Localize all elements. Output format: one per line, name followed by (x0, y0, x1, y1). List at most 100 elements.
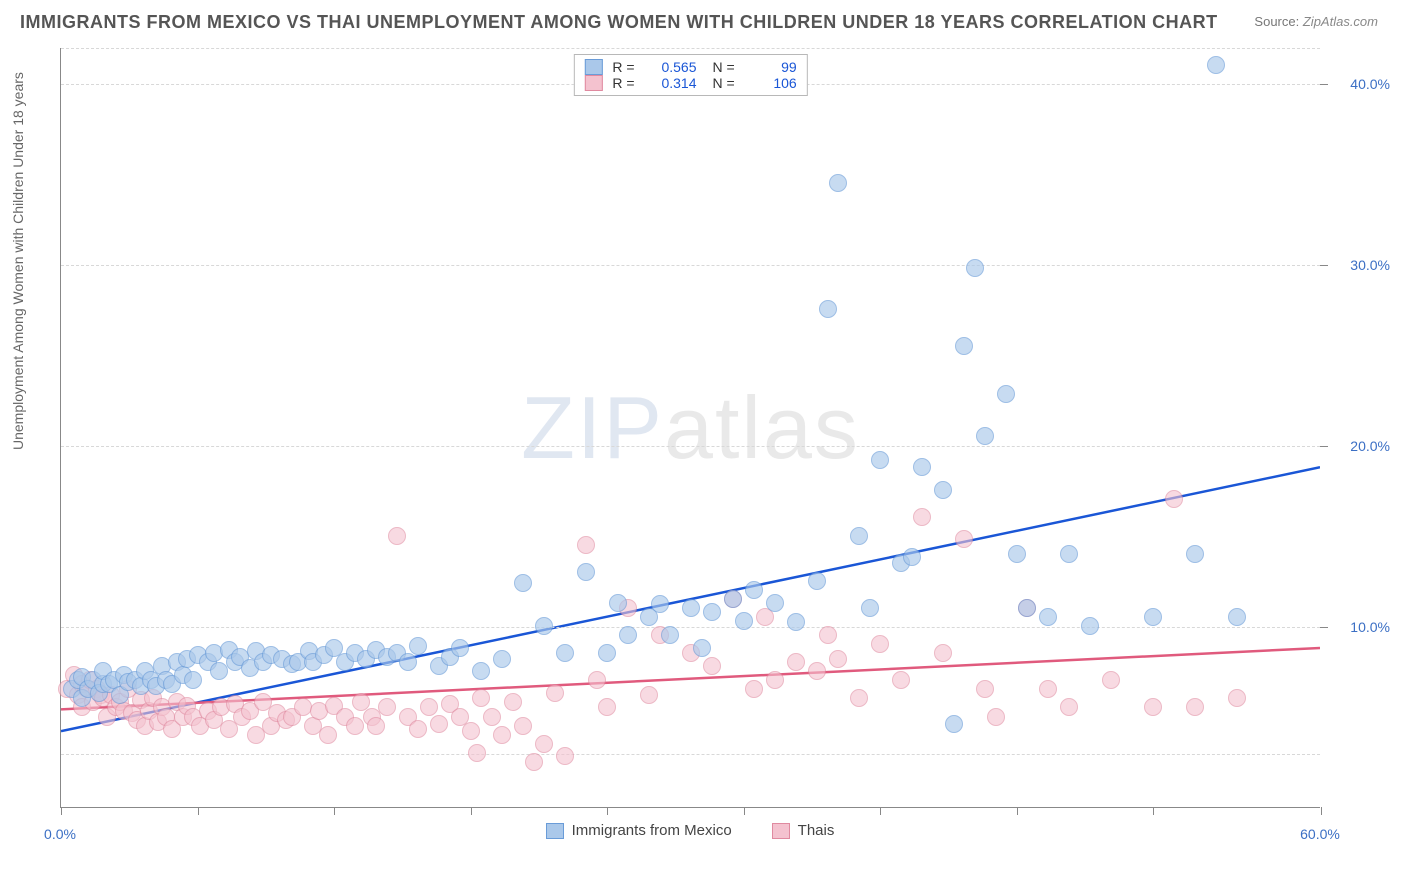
legend-label: Immigrants from Mexico (572, 822, 732, 839)
data-point (1081, 617, 1099, 635)
data-point (1207, 56, 1225, 74)
data-point (388, 527, 406, 545)
data-point (514, 574, 532, 592)
data-point (997, 385, 1015, 403)
x-tick (744, 807, 745, 815)
legend-swatch (584, 59, 602, 75)
n-label: N = (713, 75, 735, 91)
y-tick-label: 40.0% (1350, 76, 1390, 92)
y-tick (1320, 627, 1328, 628)
data-point (619, 626, 637, 644)
data-point (934, 481, 952, 499)
data-point (1039, 680, 1057, 698)
data-point (493, 726, 511, 744)
data-point (378, 698, 396, 716)
data-point (913, 458, 931, 476)
source-value: ZipAtlas.com (1303, 14, 1378, 29)
correlation-legend: R =0.565N =99R =0.314N =106 (573, 54, 807, 96)
y-tick (1320, 265, 1328, 266)
data-point (987, 708, 1005, 726)
x-tick (471, 807, 472, 815)
gridline (61, 446, 1320, 447)
data-point (787, 613, 805, 631)
data-point (892, 671, 910, 689)
data-point (294, 698, 312, 716)
data-point (955, 337, 973, 355)
watermark-part-a: ZIP (521, 378, 664, 477)
data-point (598, 698, 616, 716)
n-value: 106 (745, 75, 797, 91)
data-point (934, 644, 952, 662)
data-point (819, 300, 837, 318)
data-point (556, 644, 574, 662)
watermark-text: ZIPatlas (521, 377, 860, 479)
data-point (819, 626, 837, 644)
data-point (451, 639, 469, 657)
data-point (535, 617, 553, 635)
data-point (514, 717, 532, 735)
x-tick (61, 807, 62, 815)
data-point (735, 612, 753, 630)
gridline (61, 265, 1320, 266)
data-point (640, 686, 658, 704)
x-tick (880, 807, 881, 815)
data-point (829, 650, 847, 668)
r-label: R = (612, 59, 634, 75)
data-point (609, 594, 627, 612)
data-point (472, 689, 490, 707)
data-point (955, 530, 973, 548)
y-tick-label: 30.0% (1350, 257, 1390, 273)
y-axis-label: Unemployment Among Women with Children U… (10, 72, 26, 450)
data-point (745, 581, 763, 599)
data-point (493, 650, 511, 668)
data-point (1144, 698, 1162, 716)
data-point (577, 563, 595, 581)
n-label: N = (713, 59, 735, 75)
chart-title: IMMIGRANTS FROM MEXICO VS THAI UNEMPLOYM… (20, 12, 1218, 33)
x-tick (1017, 807, 1018, 815)
data-point (1008, 545, 1026, 563)
gridline (61, 627, 1320, 628)
data-point (598, 644, 616, 662)
data-point (546, 684, 564, 702)
data-point (1165, 490, 1183, 508)
data-point (850, 689, 868, 707)
data-point (871, 451, 889, 469)
data-point (976, 427, 994, 445)
data-point (766, 594, 784, 612)
data-point (409, 637, 427, 655)
data-point (945, 715, 963, 733)
data-point (1228, 608, 1246, 626)
data-point (913, 508, 931, 526)
legend-item: Immigrants from Mexico (546, 822, 732, 839)
data-point (1228, 689, 1246, 707)
data-point (588, 671, 606, 689)
data-point (861, 599, 879, 617)
data-point (1102, 671, 1120, 689)
data-point (1186, 545, 1204, 563)
legend-item: Thais (772, 822, 835, 839)
data-point (1039, 608, 1057, 626)
x-tick (334, 807, 335, 815)
x-tick (198, 807, 199, 815)
data-point (703, 657, 721, 675)
gridline (61, 754, 1320, 755)
data-point (184, 671, 202, 689)
data-point (472, 662, 490, 680)
data-point (693, 639, 711, 657)
data-point (468, 744, 486, 762)
data-point (745, 680, 763, 698)
data-point (1144, 608, 1162, 626)
data-point (829, 174, 847, 192)
data-point (976, 680, 994, 698)
source-label: Source: (1254, 14, 1299, 29)
data-point (210, 662, 228, 680)
legend-swatch (546, 823, 564, 839)
data-point (1186, 698, 1204, 716)
data-point (1060, 698, 1078, 716)
y-tick-label: 20.0% (1350, 438, 1390, 454)
series-legend: Immigrants from Mexico Thais (60, 822, 1320, 839)
x-tick-label: 60.0% (1300, 826, 1340, 842)
data-point (535, 735, 553, 753)
data-point (430, 715, 448, 733)
